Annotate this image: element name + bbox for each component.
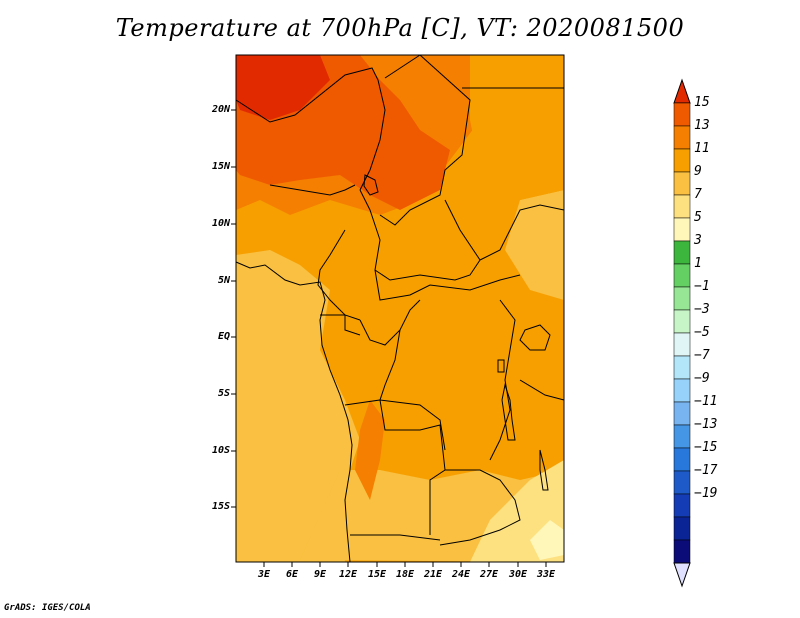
colorbar-swatch bbox=[673, 263, 691, 288]
lat-label-15s: 15S bbox=[211, 501, 230, 512]
border-tanzania bbox=[519, 379, 565, 401]
colorbar-label: −1 bbox=[694, 279, 710, 294]
lakes bbox=[363, 174, 551, 491]
lon-label-21e: 21E bbox=[423, 569, 443, 580]
border-north-1 bbox=[235, 67, 386, 191]
lat-label-5n: 5N bbox=[217, 275, 230, 286]
border-north-2 bbox=[384, 54, 421, 79]
border-north-3 bbox=[379, 54, 471, 226]
field-central-orange bbox=[355, 400, 385, 500]
border-car bbox=[374, 269, 521, 301]
colorbar-swatch bbox=[673, 493, 691, 518]
colorbar-swatch bbox=[673, 378, 691, 403]
colorbar-label: −19 bbox=[694, 486, 718, 501]
lat-label-15n: 15N bbox=[211, 161, 230, 172]
colorbar-swatch bbox=[673, 286, 691, 311]
colorbar-label: −11 bbox=[694, 394, 718, 409]
lon-label-30e: 30E bbox=[508, 569, 528, 580]
colorbar-swatch bbox=[673, 102, 691, 127]
colorbar-swatch bbox=[673, 309, 691, 334]
colorbar-label: −15 bbox=[694, 440, 718, 455]
colorbar-label: 3 bbox=[694, 233, 702, 248]
colorbar-label: 9 bbox=[694, 164, 702, 179]
lon-ticks bbox=[263, 562, 547, 567]
colorbar-top-arrow bbox=[673, 78, 691, 104]
colorbar-swatch bbox=[673, 217, 691, 242]
boundaries bbox=[235, 54, 565, 563]
colorbar-label: 7 bbox=[694, 187, 702, 202]
colorbar-swatch bbox=[673, 447, 691, 472]
field-east-orange bbox=[470, 55, 564, 200]
colorbar-swatch bbox=[673, 539, 691, 564]
field-east-light bbox=[505, 190, 564, 300]
lon-label-24e: 24E bbox=[451, 569, 471, 580]
colorbar-swatch bbox=[673, 125, 691, 150]
map-frame bbox=[235, 54, 565, 563]
border-zambia bbox=[439, 469, 521, 546]
temperature-field bbox=[236, 55, 564, 562]
border-gabon bbox=[320, 314, 361, 336]
colorbar-swatch bbox=[673, 332, 691, 357]
lat-label-20n: 20N bbox=[211, 104, 230, 115]
lake-victoria bbox=[519, 324, 551, 351]
colorbar-swatch bbox=[673, 401, 691, 426]
lon-label-9e: 9E bbox=[313, 569, 327, 580]
colorbar-label: −13 bbox=[694, 417, 718, 432]
colorbar-label: −3 bbox=[694, 302, 710, 317]
lon-label-6e: 6E bbox=[285, 569, 299, 580]
field-west-light bbox=[236, 250, 360, 562]
colorbar-swatch bbox=[673, 516, 691, 541]
lake-kivu bbox=[497, 359, 505, 373]
border-drc-east bbox=[489, 299, 516, 461]
colorbar-label: 13 bbox=[694, 118, 710, 133]
lake-malawi bbox=[539, 449, 549, 491]
lat-ticks bbox=[231, 109, 236, 508]
border-congo bbox=[359, 299, 421, 346]
border-angola bbox=[344, 399, 446, 535]
lon-label-18e: 18E bbox=[395, 569, 415, 580]
colorbar bbox=[673, 78, 691, 588]
colorbar-label: 5 bbox=[694, 210, 702, 225]
coastline-west bbox=[235, 261, 353, 563]
lon-label-12e: 12E bbox=[338, 569, 358, 580]
colorbar-swatch bbox=[673, 194, 691, 219]
border-chad bbox=[359, 189, 481, 281]
colorbar-label: −7 bbox=[694, 348, 710, 363]
border-sudan bbox=[479, 204, 565, 261]
lon-label-33e: 33E bbox=[536, 569, 556, 580]
map-title: Temperature at 700hPa [C], VT: 202008150… bbox=[115, 14, 685, 42]
border-nigeria bbox=[269, 184, 356, 196]
lat-label-5s: 5S bbox=[217, 388, 230, 399]
colorbar-swatch bbox=[673, 470, 691, 495]
colorbar-label: −9 bbox=[694, 371, 710, 386]
lake-chad bbox=[363, 174, 379, 196]
border-south bbox=[350, 534, 441, 541]
colorbar-bottom-arrow bbox=[673, 562, 691, 588]
colorbar-label: 15 bbox=[694, 95, 710, 110]
lon-label-27e: 27E bbox=[479, 569, 499, 580]
colorbar-swatch bbox=[673, 171, 691, 196]
lat-label-eq: EQ bbox=[217, 331, 230, 342]
lon-label-15e: 15E bbox=[367, 569, 387, 580]
field-cream-spot bbox=[530, 520, 564, 560]
colorbar-swatch bbox=[673, 148, 691, 173]
colorbar-label: 1 bbox=[694, 256, 702, 271]
colorbar-swatch bbox=[673, 355, 691, 380]
field-northwest-warm bbox=[236, 55, 330, 120]
lon-label-3e: 3E bbox=[257, 569, 271, 580]
lat-label-10n: 10N bbox=[211, 218, 230, 229]
colorbar-label: −5 bbox=[694, 325, 710, 340]
grads-credit: GrADS: IGES/COLA bbox=[4, 603, 91, 613]
lat-label-10s: 10S bbox=[211, 445, 230, 456]
lake-tanganyika bbox=[501, 383, 516, 441]
colorbar-swatch bbox=[673, 424, 691, 449]
colorbar-swatch bbox=[673, 240, 691, 265]
colorbar-label: −17 bbox=[694, 463, 718, 478]
colorbar-label: 11 bbox=[694, 141, 710, 156]
